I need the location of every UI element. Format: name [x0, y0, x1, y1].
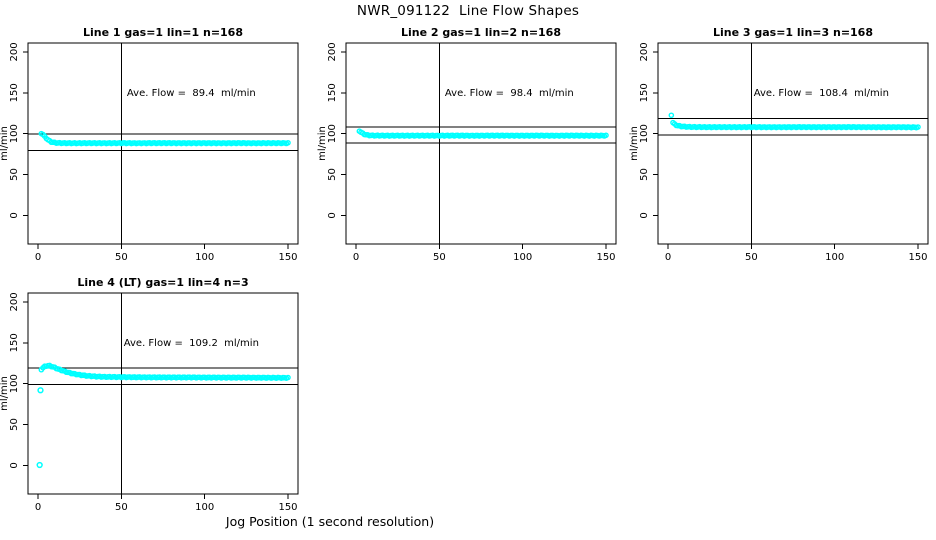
svg-text:50: 50	[9, 168, 20, 181]
svg-text:150: 150	[278, 502, 297, 513]
svg-text:100: 100	[513, 252, 532, 263]
svg-text:50: 50	[9, 418, 20, 431]
y-axis-ticks: 0 50 100 150 200	[9, 292, 28, 469]
svg-text:50: 50	[115, 252, 128, 263]
y-axis-unit-label: ml/min	[317, 126, 328, 161]
svg-text:200: 200	[9, 42, 20, 61]
svg-text:100: 100	[195, 252, 214, 263]
svg-text:150: 150	[9, 83, 20, 102]
svg-text:0: 0	[35, 252, 41, 263]
panel-title: Line 4 (LT) gas=1 lin=4 n=3	[77, 276, 248, 289]
svg-text:50: 50	[115, 502, 128, 513]
ave-flow-label: Ave. Flow = 109.2 ml/min	[124, 338, 259, 349]
svg-text:100: 100	[9, 124, 20, 143]
plot-box	[27, 42, 299, 245]
svg-text:50: 50	[639, 168, 650, 181]
panel-title: Line 2 gas=1 lin=2 n=168	[401, 26, 561, 39]
svg-text:100: 100	[9, 374, 20, 393]
panel-line-3: Line 3 gas=1 lin=3 n=168 0 50 100 150 200 ml/m…	[629, 26, 929, 263]
svg-text:150: 150	[9, 333, 20, 352]
x-axis-ticks: 0 50 100 150	[35, 244, 298, 263]
svg-text:100: 100	[327, 124, 338, 143]
figure-title: NWR_091122 Line Flow Shapes	[356, 3, 580, 19]
y-axis-ticks: 0 50 100 150 200	[9, 42, 28, 219]
svg-text:200: 200	[9, 292, 20, 311]
svg-text:100: 100	[195, 502, 214, 513]
x-axis-ticks: 0 50 100 150	[665, 244, 928, 263]
svg-text:0: 0	[327, 212, 338, 218]
svg-text:0: 0	[665, 252, 671, 263]
y-axis-unit-label: ml/min	[629, 126, 640, 161]
svg-text:0: 0	[9, 212, 20, 218]
svg-text:100: 100	[639, 124, 650, 143]
x-axis-label: Jog Position (1 second resolution)	[225, 514, 435, 529]
plot-box	[27, 292, 299, 495]
svg-text:50: 50	[327, 168, 338, 181]
x-axis-ticks: 0 50 100 150	[35, 494, 298, 513]
ave-flow-label: Ave. Flow = 98.4 ml/min	[445, 88, 574, 99]
panel-title: Line 1 gas=1 lin=1 n=168	[83, 26, 243, 39]
svg-text:0: 0	[353, 252, 359, 263]
data-points	[668, 112, 921, 131]
svg-text:150: 150	[278, 252, 297, 263]
svg-text:150: 150	[327, 83, 338, 102]
svg-text:50: 50	[433, 252, 446, 263]
svg-text:150: 150	[908, 252, 927, 263]
svg-text:50: 50	[745, 252, 758, 263]
svg-text:150: 150	[596, 252, 615, 263]
svg-text:200: 200	[327, 42, 338, 61]
panel-line-1: Line 1 gas=1 lin=1 n=168 0 50 100 150 200 ml/m…	[0, 26, 299, 263]
svg-text:150: 150	[639, 83, 650, 102]
svg-text:0: 0	[35, 502, 41, 513]
plot-box	[657, 42, 929, 245]
y-axis-unit-label: ml/min	[0, 126, 10, 161]
x-axis-ticks: 0 50 100 150	[353, 244, 616, 263]
y-axis-unit-label: ml/min	[0, 376, 10, 411]
data-points	[38, 130, 291, 147]
y-axis-ticks: 0 50 100 150 200	[327, 42, 346, 219]
outlier-points	[36, 387, 44, 469]
data-points	[356, 128, 609, 139]
panel-line-2: Line 2 gas=1 lin=2 n=168 0 50 100 150 200 ml/m…	[317, 26, 617, 263]
ave-flow-label: Ave. Flow = 89.4 ml/min	[127, 88, 256, 99]
ave-flow-label: Ave. Flow = 108.4 ml/min	[754, 88, 889, 99]
svg-text:0: 0	[9, 462, 20, 468]
data-points	[38, 362, 291, 381]
y-axis-ticks: 0 50 100 150 200	[639, 42, 658, 219]
svg-text:200: 200	[639, 42, 650, 61]
panel-title: Line 3 gas=1 lin=3 n=168	[713, 26, 873, 39]
svg-text:0: 0	[639, 212, 650, 218]
panel-line-4: Line 4 (LT) gas=1 lin=4 n=3 0 50 100 150 200 m…	[0, 276, 299, 513]
svg-text:100: 100	[825, 252, 844, 263]
